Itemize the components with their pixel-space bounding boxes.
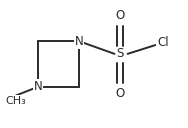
Text: N: N	[34, 80, 42, 93]
Text: N: N	[75, 35, 83, 48]
Text: O: O	[115, 87, 125, 100]
Text: CH₃: CH₃	[5, 96, 26, 106]
Text: Cl: Cl	[157, 36, 169, 49]
Text: S: S	[116, 47, 124, 60]
Text: O: O	[115, 9, 125, 22]
